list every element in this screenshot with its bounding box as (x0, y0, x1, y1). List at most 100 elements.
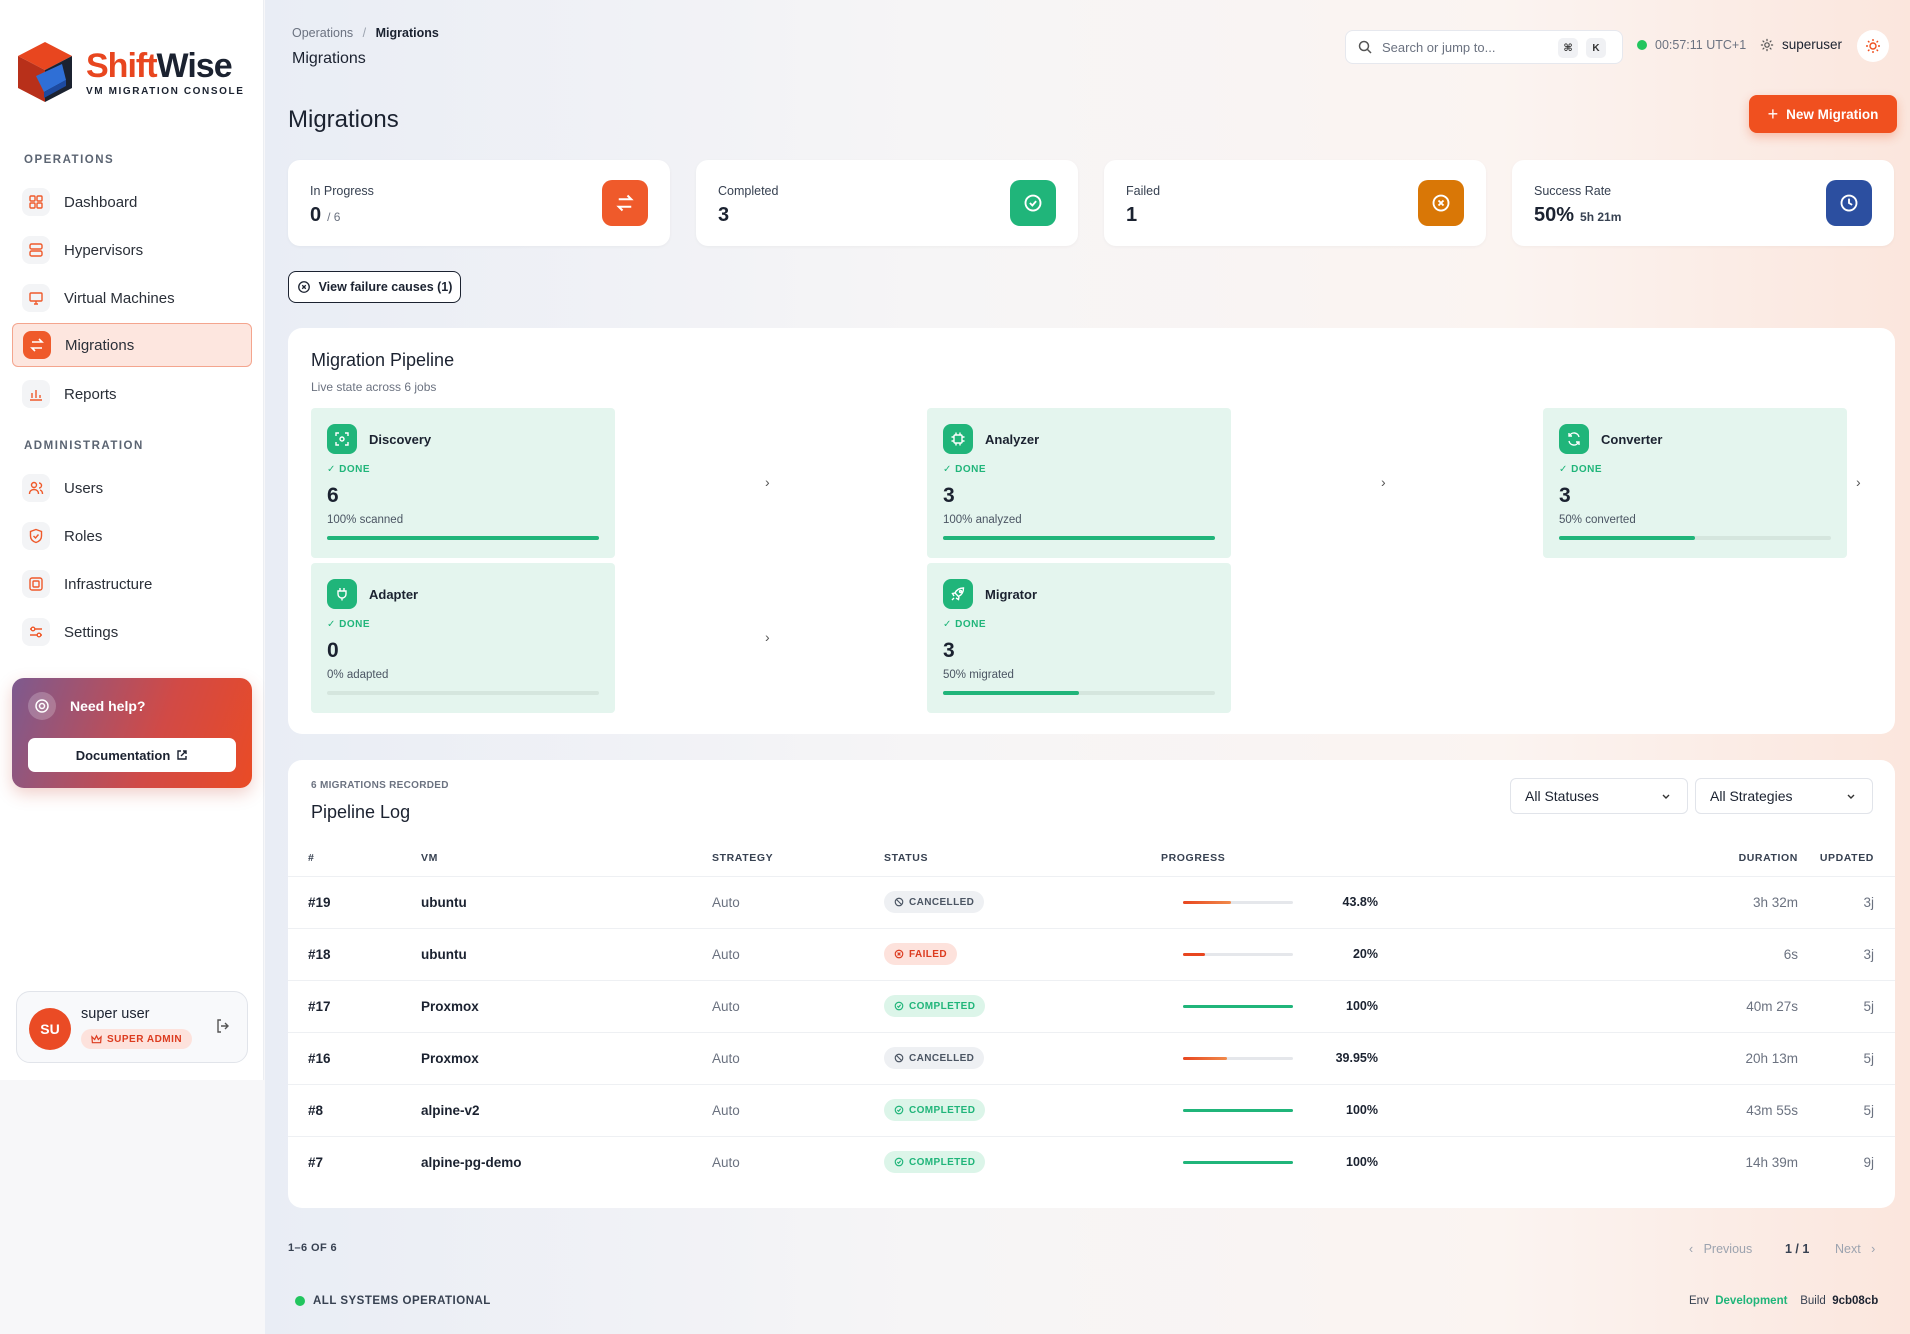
sidebar-item-label: Virtual Machines (64, 289, 175, 307)
table-row[interactable]: #18 ubuntu Auto FAILED 20% 6s 3j (288, 928, 1895, 980)
status-filter-select[interactable]: All Statuses (1510, 778, 1688, 814)
brand-logo[interactable]: ShiftWise VM MIGRATION CONSOLE (14, 40, 244, 106)
dashboard-icon (22, 188, 50, 216)
stage-analyzer[interactable]: Analyzer ✓ DONE 3 100% analyzed (927, 408, 1231, 558)
stat-card-success-rate: Success Rate 50% 5h 21m (1512, 160, 1894, 246)
plug-icon (327, 579, 357, 609)
cpu-icon (943, 424, 973, 454)
sidebar-item-infrastructure[interactable]: Infrastructure (12, 562, 252, 606)
search-input[interactable]: Search or jump to... ⌘ K (1345, 30, 1623, 64)
cell-duration: 14h 39m (1745, 1155, 1798, 1170)
sun-icon (1866, 39, 1880, 53)
theme-toggle[interactable] (1857, 30, 1889, 62)
sidebar-item-hypervisors[interactable]: Hypervisors (12, 228, 252, 272)
cell-progress: 43.8% (1342, 895, 1378, 909)
sidebar-item-migrations[interactable]: Migrations (12, 323, 252, 367)
status-dot-icon (295, 1296, 305, 1306)
view-failure-causes-button[interactable]: View failure causes (1) (288, 271, 461, 303)
cell-updated: 5j (1863, 1051, 1874, 1066)
help-card: Need help? Documentation (12, 678, 252, 788)
column-header-id[interactable]: # (308, 852, 315, 864)
clock-icon (1826, 180, 1872, 226)
swap-icon (602, 180, 648, 226)
sidebar-item-settings[interactable]: Settings (12, 610, 252, 654)
plus-icon: + (1767, 103, 1779, 124)
utc-clock: 00:57:11 UTC+1 (1637, 38, 1746, 52)
users-icon (22, 474, 50, 502)
kbd-k: K (1586, 38, 1606, 58)
stage-converter[interactable]: Converter ✓ DONE 3 50% converted (1543, 408, 1847, 558)
table-row[interactable]: #19 ubuntu Auto CANCELLED 43.8% 3h 32m 3j (288, 876, 1895, 928)
table-row[interactable]: #7 alpine-pg-demo Auto COMPLETED 100% 14h 39m… (288, 1136, 1895, 1188)
sidebar-item-label: Roles (64, 527, 103, 545)
cell-progress: 100% (1346, 1155, 1378, 1169)
next-page-button[interactable]: Next › (1835, 1242, 1876, 1256)
cell-updated: 5j (1863, 999, 1874, 1014)
sidebar-item-roles[interactable]: Roles (12, 514, 252, 558)
table-row[interactable]: #17 Proxmox Auto COMPLETED 100% 40m 27s 5j (288, 980, 1895, 1032)
stage-progress-bar (943, 536, 1215, 540)
chevron-down-icon (1662, 794, 1670, 799)
sidebar-item-reports[interactable]: Reports (12, 372, 252, 416)
sidebar-item-users[interactable]: Users (12, 466, 252, 510)
sliders-icon (22, 618, 50, 646)
brand-name: ShiftWise (86, 47, 233, 85)
check-circle-icon (894, 1157, 904, 1167)
cell-vm: ubuntu (421, 947, 467, 962)
strategy-filter-select[interactable]: All Strategies (1695, 778, 1873, 814)
logout-icon[interactable] (215, 1018, 231, 1034)
sidebar-item-dashboard[interactable]: Dashboard (12, 180, 252, 224)
column-header-strategy[interactable]: STRATEGY (712, 852, 774, 864)
x-circle-icon (894, 949, 904, 959)
scan-icon (327, 424, 357, 454)
breadcrumb-parent[interactable]: Operations (292, 26, 354, 40)
chevron-down-icon (1847, 794, 1855, 799)
status-badge: COMPLETED (884, 1151, 986, 1173)
cell-id: #18 (308, 947, 331, 962)
column-header-updated[interactable]: UPDATED (1819, 852, 1874, 864)
table-row[interactable]: #8 alpine-v2 Auto COMPLETED 100% 43m 55s 5j (288, 1084, 1895, 1136)
pipeline-title: Migration Pipeline (311, 350, 455, 370)
avatar: SU (29, 1008, 71, 1050)
crown-icon (91, 1034, 102, 1043)
table-row[interactable]: #16 Proxmox Auto CANCELLED 39.95% 20h 13m 5j (288, 1032, 1895, 1084)
sidebar-item-virtual-machines[interactable]: Virtual Machines (12, 276, 252, 320)
stat-card-completed: Completed 3 (696, 160, 1078, 246)
previous-page-button[interactable]: ‹ Previous (1689, 1242, 1753, 1256)
cell-strategy: Auto (712, 895, 740, 910)
new-migration-button[interactable]: + New Migration (1749, 95, 1897, 133)
sidebar-item-label: Hypervisors (64, 241, 144, 259)
column-header-progress[interactable]: PROGRESS (1161, 852, 1226, 864)
cell-strategy: Auto (712, 1103, 740, 1118)
section-label-operations: OPERATIONS (24, 154, 115, 166)
sidebar-item-label: Infrastructure (64, 575, 153, 593)
cell-progress: 20% (1352, 947, 1378, 961)
stage-migrator[interactable]: Migrator ✓ DONE 3 50% migrated (927, 563, 1231, 713)
swap-icon (23, 331, 51, 359)
chevron-right-icon: › (1381, 474, 1386, 490)
progress-bar (1183, 1005, 1293, 1008)
column-header-duration[interactable]: DURATION (1738, 852, 1798, 864)
sidebar: ShiftWise VM MIGRATION CONSOLE OPERATION… (0, 0, 264, 1080)
sidebar-item-label: Users (64, 479, 104, 497)
infrastructure-icon (22, 570, 50, 598)
column-header-vm[interactable]: VM (421, 852, 438, 864)
check-circle-icon (894, 1001, 904, 1011)
refresh-icon (1559, 424, 1589, 454)
cell-strategy: Auto (712, 947, 740, 962)
user-menu[interactable]: superuser (1760, 37, 1842, 52)
pipeline-subtitle: Live state across 6 jobs (311, 380, 437, 394)
stage-adapter[interactable]: Adapter ✓ DONE 0 0% adapted (311, 563, 615, 713)
documentation-button[interactable]: Documentation (28, 738, 236, 772)
chevron-right-icon: › (1856, 474, 1861, 490)
rocket-icon (943, 579, 973, 609)
user-card[interactable]: SU super user SUPER ADMIN (16, 991, 248, 1063)
stat-card-in-progress: In Progress 0/ 6 (288, 160, 670, 246)
role-badge: SUPER ADMIN (81, 1029, 193, 1049)
x-circle-icon (1418, 180, 1464, 226)
search-placeholder: Search or jump to... (1382, 39, 1496, 55)
stage-discovery[interactable]: Discovery ✓ DONE 6 100% scanned (311, 408, 615, 558)
cell-vm: Proxmox (421, 1051, 479, 1066)
ban-icon (894, 1053, 904, 1063)
column-header-status[interactable]: STATUS (884, 852, 929, 864)
